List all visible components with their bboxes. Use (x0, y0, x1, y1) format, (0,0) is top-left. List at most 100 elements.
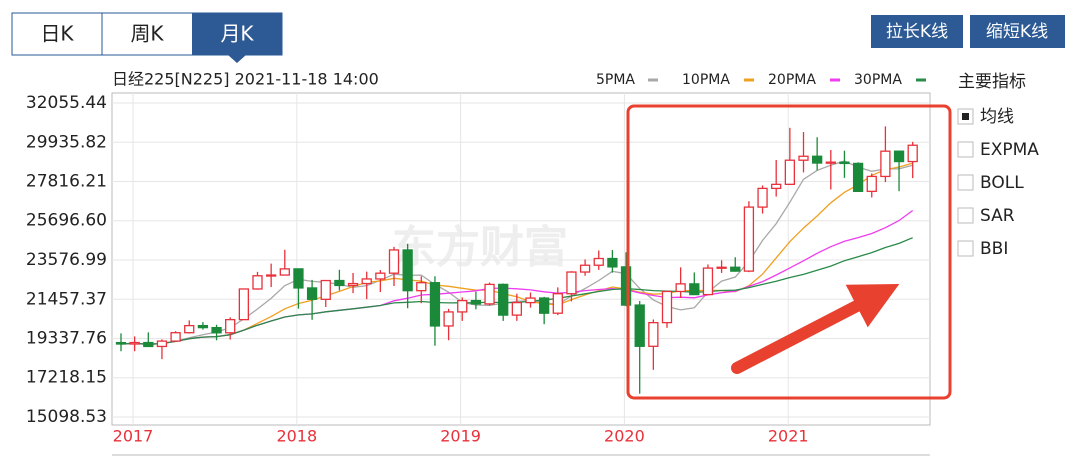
indicator-item: BOLL (980, 173, 1024, 193)
candle-body (279, 268, 290, 276)
candle-body (689, 283, 700, 296)
y-tick-label: 25696.60 (26, 211, 107, 231)
indicator-title: 主要指标 (958, 72, 1026, 92)
button[interactable]: 拉长K线 (886, 22, 948, 42)
candle-body (552, 293, 563, 314)
candle-body (661, 290, 673, 324)
checkbox[interactable] (957, 240, 974, 257)
candle-body (416, 282, 427, 292)
y-tick-label: 27816.21 (26, 172, 107, 192)
candle-body (211, 326, 222, 334)
candle-body (115, 341, 127, 345)
candle-body (798, 155, 809, 161)
candle-body (402, 249, 413, 292)
candle-body (784, 159, 795, 185)
checkbox[interactable] (957, 174, 974, 191)
candle-body (825, 161, 836, 164)
tab[interactable]: 月K (220, 22, 254, 46)
candle-body (225, 318, 236, 334)
button-bg[interactable] (970, 15, 1065, 48)
candle-body (388, 249, 400, 274)
y-tick-label: 29935.82 (26, 132, 107, 152)
candle-body (539, 297, 550, 314)
legend-label: 20PMA (768, 72, 816, 88)
candle-body (334, 279, 345, 287)
candle-body (593, 257, 604, 266)
candle-body (702, 267, 714, 296)
candle-body (607, 257, 618, 268)
checkbox[interactable] (957, 207, 974, 224)
watermark: 东方财富 (392, 222, 568, 273)
indicator-item: EXPMA (980, 140, 1039, 160)
candle-body (156, 340, 168, 348)
candle-body (634, 304, 645, 347)
candle-body (265, 274, 277, 277)
candle-body (743, 206, 755, 272)
candle-body (880, 150, 891, 178)
candle-body (170, 332, 181, 342)
candle-body (443, 311, 454, 327)
candle-body (511, 301, 522, 316)
candle-body (866, 175, 877, 193)
tab-bar: 日K 周K 月K (11, 12, 283, 63)
candle-body (184, 324, 195, 334)
candle-body (375, 272, 386, 280)
candle-body (197, 324, 209, 329)
indicator-item: BBI (980, 239, 1008, 259)
x-tick-label: 2017 (113, 427, 154, 446)
y-tick-label: 21457.37 (26, 289, 107, 309)
plot-frame (111, 92, 931, 426)
candle-body (648, 321, 659, 347)
indicator-item: 均线 (980, 107, 1014, 127)
candle-body (252, 275, 263, 290)
button-bg[interactable] (871, 15, 963, 48)
candle-body (730, 266, 741, 272)
candle-body (907, 144, 918, 163)
checkbox-mark (962, 113, 969, 120)
legend-label: 5PMA (596, 72, 635, 88)
candle-body (320, 279, 331, 300)
candle-body (470, 299, 482, 305)
tab-pointer (228, 55, 246, 63)
checkbox[interactable] (957, 141, 974, 158)
y-tick-label: 17218.15 (26, 368, 107, 388)
x-tick-label: 2021 (768, 427, 809, 446)
candle-body (429, 282, 441, 327)
trend-arrow (731, 283, 900, 374)
y-tick-label: 23576.99 (26, 250, 107, 270)
x-tick-label: 2020 (604, 427, 645, 446)
candle-body (812, 155, 823, 164)
candle-body (675, 283, 686, 293)
candle-body (579, 264, 591, 273)
candle-body (293, 268, 304, 289)
candle-body (238, 288, 250, 321)
candle-body (525, 297, 536, 304)
tab-active-bg (192, 13, 282, 55)
chart-title: 日经225[N225] 2021-11-18 14:00 (112, 70, 379, 89)
candle-body (457, 299, 468, 313)
button[interactable]: 缩短K线 (986, 22, 1048, 42)
legend-label: 30PMA (854, 72, 902, 88)
indicator-item: SAR (980, 206, 1015, 226)
y-tick-label: 32055.44 (26, 93, 107, 113)
candle-body (129, 341, 140, 345)
candle-body (771, 183, 782, 190)
candle-body (620, 266, 632, 306)
candle-body (716, 266, 727, 269)
tab[interactable]: 日K (40, 22, 74, 46)
candle-body (839, 161, 850, 165)
candle-body (306, 287, 318, 300)
candle-body (852, 162, 864, 193)
candle-body (566, 271, 577, 295)
tab[interactable]: 周K (130, 22, 164, 46)
y-tick-label: 19337.76 (26, 328, 107, 348)
y-tick-label: 15098.53 (26, 407, 107, 427)
highlight-box (626, 104, 952, 400)
legend-label: 10PMA (682, 72, 730, 88)
candle-body (484, 283, 495, 305)
candle-body (757, 187, 768, 208)
candle-body (347, 282, 359, 287)
candle-body (143, 341, 154, 348)
candle-body (893, 150, 905, 163)
